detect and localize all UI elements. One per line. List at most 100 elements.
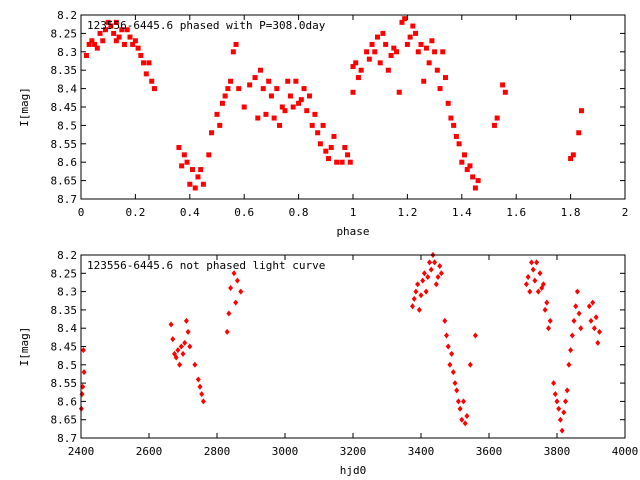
phased-x-tick-label: 1.8 xyxy=(561,206,581,219)
unphased-data-point xyxy=(569,332,575,339)
phased-data-point xyxy=(320,122,326,128)
unphased-data-point xyxy=(462,420,468,427)
phased-x-tick-label: 1.2 xyxy=(397,206,417,219)
phased-data-point xyxy=(263,111,269,117)
phased-data-point xyxy=(258,67,264,73)
unphased-x-tick-label: 2600 xyxy=(136,445,163,458)
phased-x-tick-label: 2 xyxy=(622,206,629,219)
phased-data-point xyxy=(146,60,152,66)
unphased-data-point xyxy=(182,339,188,346)
unphased-data-point xyxy=(544,299,550,306)
unphased-data-point xyxy=(559,427,565,434)
unphased-data-point xyxy=(187,343,193,350)
phased-data-point xyxy=(456,141,462,147)
unphased-data-point xyxy=(195,376,201,383)
phased-data-point xyxy=(396,89,402,95)
phased-x-tick-label: 0.4 xyxy=(180,206,200,219)
phased-data-point xyxy=(353,60,359,66)
phased-data-point xyxy=(399,19,405,25)
unphased-data-point xyxy=(177,361,183,368)
phased-data-point xyxy=(135,45,141,51)
phased-data-point xyxy=(274,86,280,92)
phased-data-point xyxy=(285,78,291,84)
phased-data-point xyxy=(304,108,310,114)
phased-data-point xyxy=(578,108,584,114)
phased-data-point xyxy=(502,89,508,95)
unphased-data-point xyxy=(547,317,553,324)
unphased-data-point xyxy=(593,314,599,321)
phased-data-point xyxy=(102,27,108,33)
unphased-data-point xyxy=(192,361,198,368)
unphased-data-point xyxy=(576,310,582,317)
phased-data-point xyxy=(407,34,413,40)
unphased-data-point xyxy=(578,325,584,332)
phased-y-axis-label: I[mag] xyxy=(18,87,31,127)
unphased-axis-ticks: 2400 2600 2800 3000 3200 3400 3600 3800 4000 8.2 8… xyxy=(51,249,639,458)
phased-data-point xyxy=(500,82,506,88)
phased-data-point xyxy=(323,148,329,154)
phased-data-point xyxy=(92,41,98,47)
phased-data-point xyxy=(369,41,375,47)
unphased-data-point xyxy=(238,288,244,295)
phased-data-point xyxy=(301,86,307,92)
phased-data-point xyxy=(415,49,421,55)
phased-data-point xyxy=(260,86,266,92)
phased-data-point xyxy=(377,60,383,66)
unphased-data-point xyxy=(527,288,533,295)
unphased-data-point xyxy=(588,317,594,324)
phased-data-point xyxy=(328,144,334,150)
phased-data-point xyxy=(374,34,380,40)
unphased-data-point xyxy=(233,299,239,306)
phased-data-point xyxy=(124,27,130,33)
unphased-x-tick-label: 2800 xyxy=(204,445,231,458)
phased-data-point xyxy=(339,159,345,165)
unphased-data-point xyxy=(410,303,415,310)
phased-data-point xyxy=(383,41,389,47)
phased-x-tick-label: 1.6 xyxy=(506,206,526,219)
unphased-data-point xyxy=(532,277,538,284)
phased-data-point xyxy=(472,185,478,191)
phased-data-point xyxy=(350,89,356,95)
phased-data-point xyxy=(372,49,378,55)
phased-data-point xyxy=(432,49,438,55)
phased-x-axis-label: phase xyxy=(336,225,369,238)
unphased-data-point xyxy=(433,281,439,288)
unphased-data-point xyxy=(437,262,443,269)
unphased-data-point xyxy=(231,270,237,277)
unphased-data-point xyxy=(537,270,543,277)
unphased-data-point xyxy=(564,387,570,394)
unphased-data-point xyxy=(552,391,558,398)
unphased-data-point xyxy=(534,259,540,266)
phased-data-point xyxy=(252,75,258,81)
phased-data-point xyxy=(241,104,247,110)
unphased-y-tick-label: 8.4 xyxy=(57,322,77,335)
unphased-data-point xyxy=(590,299,596,306)
phased-data-point xyxy=(440,49,446,55)
phased-data-point xyxy=(100,38,106,44)
phased-data-point xyxy=(494,115,500,121)
unphased-data-point xyxy=(467,361,473,368)
phased-data-point xyxy=(437,86,443,92)
phased-y-tick-label: 8.25 xyxy=(51,27,78,40)
unphased-data-point xyxy=(595,339,601,346)
phased-data-point xyxy=(467,163,473,169)
phased-data-point xyxy=(394,49,400,55)
unphased-data-point xyxy=(444,332,449,339)
phased-data-point xyxy=(334,159,340,165)
phased-data-point xyxy=(410,23,416,29)
unphased-data-point xyxy=(173,354,179,361)
phased-data-point xyxy=(445,100,451,106)
phased-data-point xyxy=(462,152,468,158)
phased-data-point xyxy=(247,82,253,88)
phased-data-point xyxy=(442,75,448,81)
unphased-data-point xyxy=(425,273,431,280)
unphased-data-point xyxy=(226,310,232,317)
phased-data-point xyxy=(225,86,231,92)
phased-data-point xyxy=(236,86,242,92)
unphased-y-tick-label: 8.25 xyxy=(51,267,78,280)
unphased-data-point xyxy=(523,281,529,288)
unphased-x-tick-label: 3800 xyxy=(544,445,571,458)
phased-data-point xyxy=(127,34,133,40)
phased-data-point xyxy=(366,56,372,62)
phased-y-tick-label: 8.65 xyxy=(51,175,78,188)
